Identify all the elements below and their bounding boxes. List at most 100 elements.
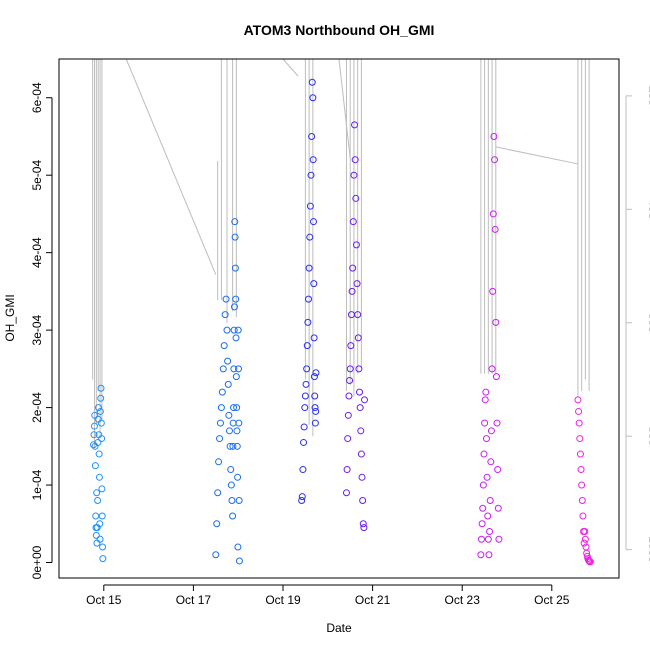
data-point (578, 481, 586, 489)
data-point (312, 369, 320, 377)
data-point (494, 504, 502, 512)
data-point (227, 481, 235, 489)
data-point (232, 373, 240, 381)
data-point (586, 558, 594, 566)
data-point (574, 396, 582, 404)
data-point (349, 264, 357, 272)
data-point (311, 392, 319, 400)
data-point (303, 342, 311, 350)
data-point (301, 404, 309, 412)
data-point (358, 473, 366, 481)
x-tick-label: Oct 19 (265, 593, 301, 607)
data-point (355, 365, 363, 373)
data-point (91, 462, 99, 470)
data-point (357, 450, 365, 458)
y-tick-label: 4e-04 (30, 237, 44, 268)
data-point (217, 404, 225, 412)
data-point (492, 318, 500, 326)
data-point (234, 473, 242, 481)
pressure-transit-line (125, 58, 217, 275)
data-point (98, 485, 106, 493)
y-tick-label: 2e-04 (30, 392, 44, 423)
x-axis: Oct 15 Oct 17 Oct 19 Oct 21 Oct 23 Oct 25 (86, 584, 570, 607)
data-point (92, 531, 100, 539)
data-point (300, 438, 308, 446)
data-point (308, 78, 316, 86)
data-point (230, 303, 238, 311)
data-point (232, 334, 240, 342)
data-point (481, 396, 489, 404)
y-tick-label: 5e-04 (30, 160, 44, 191)
data-point (581, 535, 589, 543)
data-point (301, 392, 309, 400)
data-point (354, 311, 362, 319)
data-point (486, 528, 494, 536)
data-point (235, 497, 243, 505)
data-point (95, 473, 103, 481)
data-point (578, 497, 586, 505)
data-point (482, 388, 490, 396)
data-point (234, 543, 242, 551)
data-point (97, 419, 105, 427)
data-point (306, 233, 314, 241)
data-point (348, 287, 356, 295)
data-point (98, 512, 106, 520)
data-point (233, 404, 241, 412)
data-point (344, 435, 352, 443)
data-point (235, 419, 243, 427)
chart-title: ATOM3 Northbound OH_GMI (244, 22, 435, 38)
data-point (304, 318, 312, 326)
data-point (213, 520, 221, 528)
data-point (231, 218, 239, 226)
y-tick-label: 1e-04 (30, 469, 44, 500)
data-point (308, 132, 316, 140)
data-point (216, 419, 224, 427)
data-point (305, 264, 313, 272)
data-point (575, 407, 583, 415)
data-point (221, 311, 229, 319)
data-point (351, 156, 359, 164)
secondary-y-tick-label: 600 (646, 313, 650, 333)
data-point (581, 528, 589, 536)
data-point (477, 551, 485, 559)
data-point (585, 557, 593, 565)
data-point (585, 556, 593, 564)
data-point (233, 442, 241, 450)
data-point (491, 225, 499, 233)
data-point (299, 466, 307, 474)
data-point (90, 431, 98, 439)
data-point (354, 334, 362, 342)
data-point (225, 411, 233, 419)
data-point (233, 427, 241, 435)
data-point (482, 435, 490, 443)
data-point (227, 466, 235, 474)
data-point (491, 156, 499, 164)
data-point (223, 326, 231, 334)
data-point (307, 171, 315, 179)
data-point (485, 551, 493, 559)
data-point (229, 512, 237, 520)
data-point (235, 365, 243, 373)
data-point (579, 512, 587, 520)
data-point (309, 94, 317, 102)
data-point (353, 280, 361, 288)
secondary-y-tick-label: 1000 (646, 536, 650, 563)
pressure-transit-line (338, 58, 351, 159)
data-point (483, 473, 491, 481)
data-point (222, 295, 230, 303)
data-point (226, 442, 234, 450)
data-point (477, 535, 485, 543)
data-point (91, 411, 99, 419)
data-point (343, 466, 351, 474)
data-point (478, 520, 486, 528)
x-tick-label: Oct 17 (176, 593, 212, 607)
data-point (356, 388, 364, 396)
data-point (575, 419, 583, 427)
data-point (212, 551, 220, 559)
data-point (302, 380, 310, 388)
data-point (311, 404, 319, 412)
data-point (214, 489, 222, 497)
data-point (495, 535, 503, 543)
